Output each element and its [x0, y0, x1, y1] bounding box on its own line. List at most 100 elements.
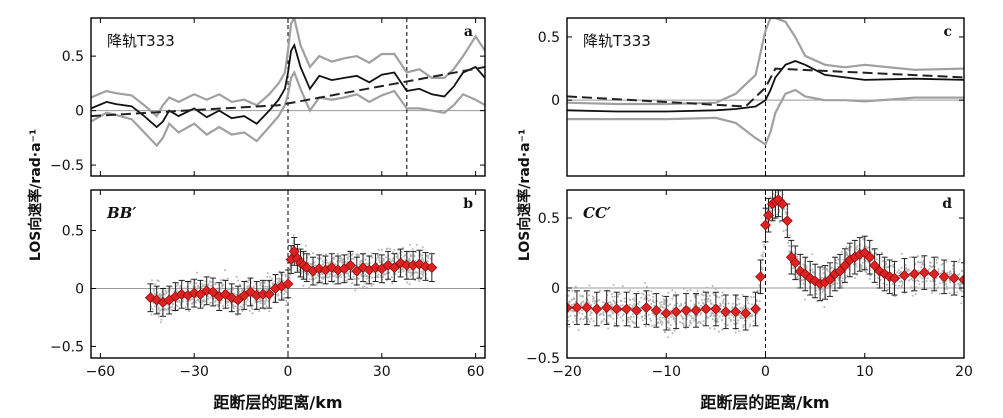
scatter-point — [339, 273, 342, 276]
scatter-point — [244, 287, 247, 290]
scatter-point — [159, 321, 162, 324]
scatter-point — [746, 296, 749, 299]
scatter-point — [905, 267, 908, 269]
scatter-point — [821, 268, 824, 271]
scatter-point — [742, 324, 745, 327]
scatter-point — [886, 283, 888, 286]
data-marker — [755, 271, 766, 283]
scatter-point — [377, 248, 380, 251]
scatter-point — [910, 277, 913, 280]
scatter-point — [647, 299, 650, 302]
x-tick-label: −10 — [651, 364, 681, 380]
scatter-point — [945, 287, 948, 290]
x-tick-label: 0 — [761, 364, 770, 380]
scatter-point — [644, 325, 647, 328]
scatter-point — [788, 234, 791, 237]
scatter-point — [188, 310, 191, 313]
scatter-point — [214, 281, 217, 284]
scatter-point — [916, 279, 919, 282]
scatter-point — [939, 272, 942, 275]
data-marker — [660, 307, 672, 319]
panel-letter: a — [464, 24, 473, 40]
scatter-point — [729, 318, 732, 321]
scatter-point — [160, 308, 163, 311]
scatter-point — [378, 259, 381, 262]
scatter-point — [847, 247, 850, 250]
scatter-point — [207, 297, 210, 300]
scatter-point — [732, 316, 735, 318]
profile-upper-line — [567, 18, 964, 106]
data-marker — [740, 307, 752, 319]
scatter-point — [372, 283, 375, 286]
y-tick-label: 0 — [551, 93, 560, 109]
scatter-point — [241, 306, 243, 309]
scatter-point — [917, 269, 920, 272]
scatter-point — [190, 302, 193, 305]
scatter-point — [689, 319, 692, 322]
scatter-point — [607, 301, 610, 304]
scatter-point — [570, 303, 573, 306]
scatter-point — [408, 243, 411, 246]
scatter-point — [696, 289, 699, 292]
scatter-point — [825, 267, 828, 270]
scatter-point — [175, 285, 178, 288]
data-marker — [226, 292, 238, 304]
data-marker — [567, 302, 573, 314]
scatter-point — [568, 325, 571, 328]
scatter-point — [207, 295, 210, 298]
profile-lower-line — [91, 69, 485, 148]
scatter-point — [346, 256, 349, 259]
scatter-point — [419, 272, 422, 275]
scatter-point — [772, 218, 775, 221]
scatter-point — [891, 282, 894, 285]
scatter-point — [633, 296, 636, 299]
scatter-point — [881, 252, 883, 255]
scatter-point — [335, 276, 338, 279]
scatter-point — [750, 315, 753, 318]
scatter-point — [855, 247, 858, 249]
scatter-point — [889, 264, 892, 267]
scatter-point — [859, 267, 862, 270]
scatter-point — [727, 302, 730, 305]
scatter-point — [210, 281, 213, 284]
scatter-point — [680, 303, 683, 305]
scatter-point — [763, 245, 765, 248]
scatter-point — [367, 276, 370, 279]
scatter-point — [346, 272, 349, 275]
scatter-point — [377, 273, 380, 276]
scatter-point — [220, 279, 222, 282]
scatter-point — [784, 211, 787, 214]
scatter-point — [602, 311, 605, 314]
scatter-point — [876, 283, 879, 286]
scatter-point — [629, 325, 632, 328]
scatter-point — [371, 256, 373, 259]
scatter-point — [590, 312, 593, 315]
scatter-point — [627, 320, 630, 323]
scatter-point — [648, 324, 650, 327]
scatter-point — [319, 273, 322, 276]
scatter-point — [203, 300, 206, 303]
scatter-point — [957, 261, 960, 263]
scatter-point — [159, 309, 162, 312]
scatter-point — [151, 279, 153, 282]
scatter-point — [320, 272, 323, 275]
scatter-point — [945, 285, 948, 288]
scatter-point — [611, 295, 614, 298]
scatter-point — [841, 282, 844, 285]
scatter-point — [728, 314, 731, 317]
scatter-point — [901, 280, 904, 283]
scatter-point — [276, 282, 279, 285]
scatter-point — [588, 294, 591, 297]
scatter-point — [637, 290, 640, 293]
scatter-point — [837, 278, 840, 281]
scatter-point — [815, 293, 818, 296]
scatter-point — [761, 268, 764, 271]
scatter-point — [417, 278, 420, 281]
panel-title: BB′ — [106, 204, 136, 222]
scatter-point — [414, 260, 417, 262]
scatter-point — [389, 247, 392, 250]
scatter-point — [908, 269, 911, 272]
scatter-point — [610, 303, 613, 306]
scatter-point — [352, 258, 355, 261]
